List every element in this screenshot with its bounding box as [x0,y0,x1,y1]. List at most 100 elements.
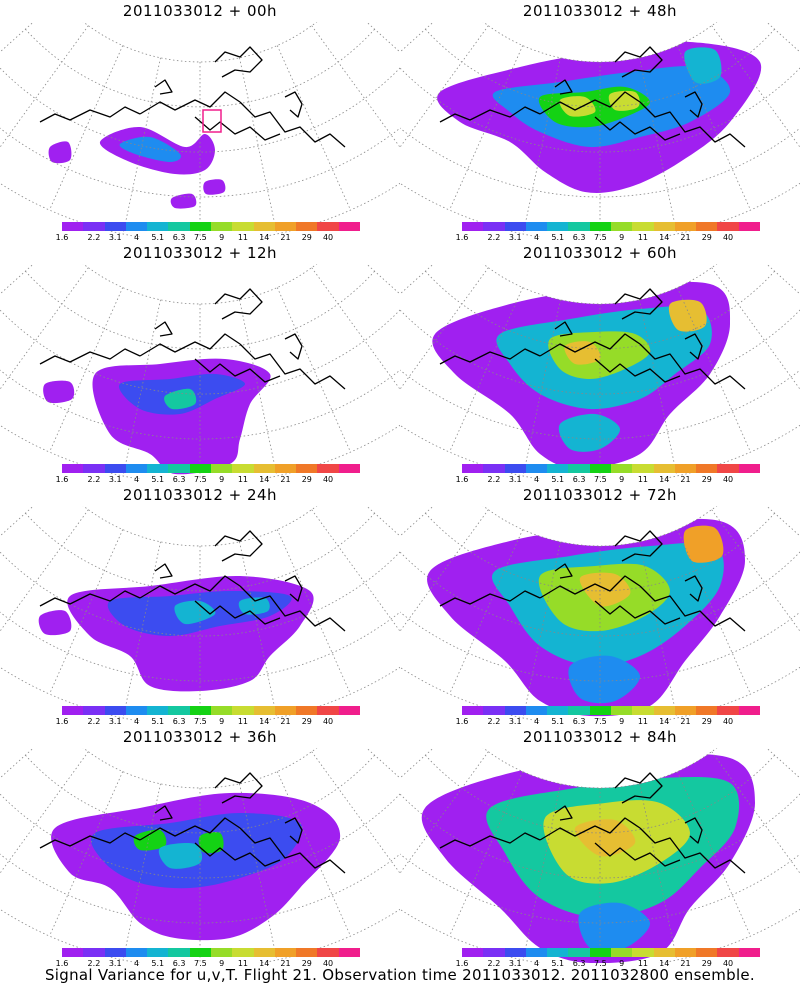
variance-field [432,281,731,469]
colorbar-swatch [253,222,275,231]
colorbar-swatch [296,222,318,231]
polar-map [0,22,400,237]
forecast-panel: 2011033012 + 72h 1.6 2.2 3.1 4 5.1 6.3 7.5 9 11 14… [400,484,800,726]
variance-contour [608,90,640,111]
colorbar-swatch [253,706,275,715]
colorbar-labels: 1.6 2.2 3.1 4 5.1 6.3 7.5 9 11 14 21 29 40 [456,233,760,245]
colorbar-tick-label: 1.6 [55,717,69,726]
colorbar [62,948,360,957]
colorbar-swatch [462,464,484,473]
polar-map [400,506,800,721]
variance-contour [48,141,72,164]
colorbar-swatch [210,948,233,957]
colorbar-tick-label: 1.6 [455,475,469,484]
colorbar-tick-label: 1.6 [55,233,69,242]
colorbar-tick-label: 6.3 [172,959,186,968]
panel-title: 2011033012 + 00h [122,2,278,20]
graticule [0,22,400,237]
colorbar-swatch [317,464,339,473]
colorbar-labels: 1.6 2.2 3.1 4 5.1 6.3 7.5 9 11 14 21 29 40 [456,717,760,729]
colorbar-tick-label: 14 [259,717,270,726]
colorbar-swatch [338,706,360,715]
colorbar-tick-label: 6.3 [572,717,586,726]
colorbar-tick-label: 5.1 [151,717,165,726]
polar-map [0,748,400,963]
colorbar-tick-label: 21 [280,717,291,726]
colorbar-tick-label: 14 [259,233,270,242]
colorbar-swatch [610,464,633,473]
colorbar-swatch [568,222,590,231]
colorbar-swatch [717,222,739,231]
colorbar-swatch [738,706,760,715]
forecast-panel: 2011033012 + 36h 1.6 2.2 3.1 4 5.1 6.3 7.5 9 11 14… [0,726,400,968]
colorbar-tick-label: 1.6 [455,717,469,726]
colorbar-swatch [104,222,126,231]
panel-title: 2011033012 + 72h [522,486,678,504]
colorbar-tick-label: 7.5 [193,233,207,242]
colorbar-swatch [547,706,569,715]
colorbar-swatch [210,464,233,473]
colorbar-swatch [504,222,526,231]
graticule [400,264,800,479]
colorbar-swatch [338,948,360,957]
colorbar-tick-label: 29 [701,475,712,484]
colorbar-swatch [168,222,190,231]
colorbar-tick-label: 21 [280,959,291,968]
colorbar-swatch [83,464,105,473]
colorbar-swatch [147,222,169,231]
colorbar-tick-label: 21 [280,233,291,242]
colorbar-tick-label: 7.5 [193,717,207,726]
colorbar [462,222,760,231]
colorbar-tick-label: 9 [219,717,225,726]
colorbar-labels: 1.6 2.2 3.1 4 5.1 6.3 7.5 9 11 14 21 29 40 [56,233,360,245]
colorbar-tick-label: 1.6 [455,959,469,968]
colorbar-swatch [274,222,297,231]
colorbar-tick-label: 4 [533,475,540,484]
panel-title: 2011033012 + 60h [522,244,678,262]
colorbar-tick-label: 21 [680,717,691,726]
coastline [39,530,346,632]
colorbar-tick-label: 4 [133,959,140,968]
colorbar-tick-label: 2.2 [87,475,101,484]
colorbar-tick-label: 4 [133,717,140,726]
colorbar [462,464,760,473]
colorbar-swatch [232,948,254,957]
polar-map [400,264,800,479]
figure-caption: Signal Variance for u,v,T. Flight 21. Ob… [44,966,756,984]
variance-contour [684,47,722,84]
colorbar-tick-label: 40 [322,233,334,242]
colorbar-swatch [696,464,718,473]
coastline [439,530,746,632]
colorbar-tick-label: 4 [133,233,140,242]
colorbar-tick-label: 1.6 [455,233,469,242]
colorbar-swatch [525,222,548,231]
polar-map [400,748,800,963]
colorbar-tick-label: 5.1 [151,475,165,484]
colorbar-swatch [125,948,148,957]
colorbar-swatch [232,464,254,473]
colorbar-tick-label: 4 [533,959,540,968]
colorbar-swatch [483,706,505,715]
colorbar-swatch [62,948,84,957]
variance-contour [564,341,601,365]
colorbar-swatch [504,706,526,715]
colorbar-tick-label: 9 [219,475,225,484]
colorbar-swatch [253,948,275,957]
graticule [0,264,400,479]
forecast-panel: 2011033012 + 24h 1.6 2.2 3.1 4 5.1 6.3 7.5 9 11 14… [0,484,400,726]
colorbar-swatch [338,464,360,473]
colorbar-tick-label: 40 [722,959,734,968]
colorbar-swatch [568,464,590,473]
colorbar-tick-label: 9 [619,233,625,242]
colorbar-swatch [674,464,697,473]
colorbar-swatch [274,948,297,957]
colorbar-swatch [653,706,675,715]
variance-field [51,792,341,941]
colorbar-swatch [589,222,611,231]
variance-contour [92,358,271,475]
colorbar-swatch [717,706,739,715]
panel-title: 2011033012 + 36h [122,728,278,746]
colorbar-tick-label: 6.3 [172,475,186,484]
colorbar-tick-label: 7.5 [593,475,607,484]
colorbar-swatch [296,948,318,957]
